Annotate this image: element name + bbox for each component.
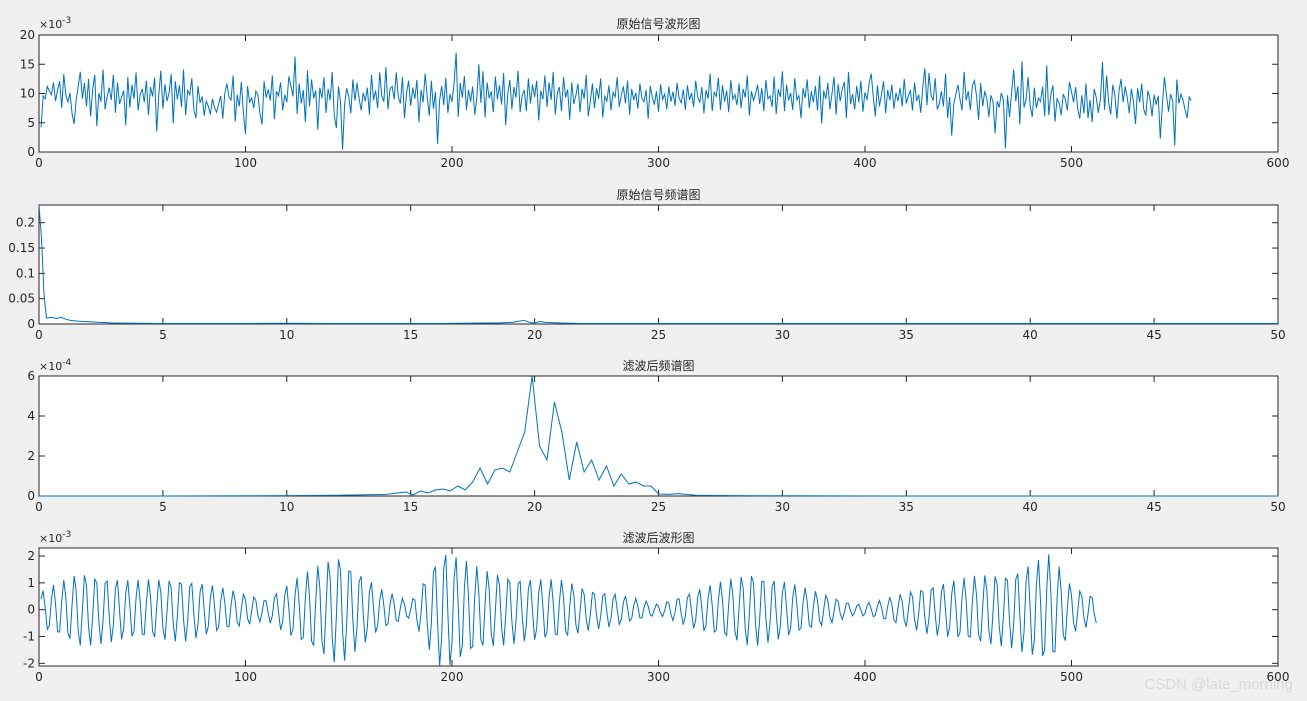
series-line (40, 554, 1097, 667)
x-tick-label: 500 (1060, 670, 1083, 684)
axis-ticks: 0 5 10 15 20 25 30 35 40 45 50 0 0.05 0.1 0.15 0.2 (8, 205, 1286, 342)
x-tick-label: 600 (1267, 156, 1290, 170)
y-tick-label: 0 (27, 145, 35, 159)
chart-title: 滤波后波形图 (622, 531, 694, 545)
y-exponent-label: ×10-3 (39, 16, 71, 31)
y-tick-label: 20 (20, 28, 35, 42)
x-tick-label: 25 (651, 328, 666, 342)
series-path (39, 375, 1278, 497)
series-line (40, 52, 1192, 150)
y-tick-label: 0.1 (16, 266, 35, 280)
x-tick-label: 400 (854, 670, 877, 684)
y-tick-label: 2 (27, 449, 35, 463)
x-tick-label: 0 (35, 156, 43, 170)
x-tick-label: 50 (1270, 500, 1285, 514)
x-tick-label: 600 (1267, 670, 1290, 684)
x-tick-label: 35 (899, 500, 914, 514)
y-tick-label: 0.2 (16, 216, 35, 230)
x-tick-label: 25 (651, 500, 666, 514)
series-path (40, 554, 1097, 667)
y-tick-label: 2 (27, 549, 35, 563)
y-tick-label: 15 (20, 57, 35, 71)
x-tick-label: 0 (35, 670, 43, 684)
y-exponent-label: ×10-3 (39, 530, 71, 545)
y-tick-label: 6 (27, 369, 35, 383)
y-tick-label: 0 (27, 489, 35, 503)
series-line (38, 204, 1278, 324)
axis-ticks: 0 5 10 15 20 25 30 35 40 45 50 0 2 4 6 (27, 369, 1285, 514)
subplot-filtered-waveform: 0 100 200 300 400 500 600 -2 -1 0 1 2 滤波后波形图 ×10-3 (23, 530, 1289, 684)
y-exponent-label: ×10-4 (39, 358, 71, 373)
subplot-original-waveform: 0 100 200 300 400 500 600 0 5 10 15 20 原始信号波形图 ×10-… (20, 16, 1290, 170)
x-tick-label: 35 (899, 328, 914, 342)
x-tick-label: 40 (1023, 328, 1038, 342)
axis-ticks: 0 100 200 300 400 500 600 0 5 10 15 20 (20, 28, 1290, 170)
subplot-filtered-spectrum: 0 5 10 15 20 25 30 35 40 45 50 0 2 4 6 滤波后频谱图 ×10-4 (27, 358, 1285, 514)
y-tick-label: 10 (20, 87, 35, 101)
y-tick-label: 1 (27, 576, 35, 590)
series-line (39, 375, 1278, 497)
y-tick-label: -2 (23, 656, 35, 670)
y-tick-label: 0.15 (8, 241, 35, 255)
chart-title: 原始信号频谱图 (616, 188, 700, 202)
x-tick-label: 0 (35, 328, 43, 342)
x-tick-label: 5 (159, 500, 167, 514)
y-tick-label: 0.05 (8, 292, 35, 306)
plot-area (38, 375, 1279, 497)
x-tick-label: 500 (1060, 156, 1083, 170)
x-tick-label: 300 (647, 670, 670, 684)
x-tick-label: 30 (775, 500, 790, 514)
axis-ticks: 0 100 200 300 400 500 600 -2 -1 0 1 2 (23, 548, 1289, 684)
y-tick-label: 0 (27, 317, 35, 331)
x-tick-label: 40 (1023, 500, 1038, 514)
x-tick-label: 100 (234, 156, 257, 170)
x-tick-label: 50 (1270, 328, 1285, 342)
y-tick-label: 4 (27, 409, 35, 423)
x-tick-label: 10 (279, 500, 294, 514)
x-tick-label: 20 (527, 500, 542, 514)
plot-area (38, 204, 1279, 325)
x-tick-label: 20 (527, 328, 542, 342)
x-tick-label: 5 (159, 328, 167, 342)
x-tick-label: 400 (854, 156, 877, 170)
series-path (40, 52, 1192, 150)
x-tick-label: 200 (441, 156, 464, 170)
y-tick-label: 5 (27, 116, 35, 130)
x-tick-label: 15 (403, 500, 418, 514)
x-tick-label: 45 (1146, 328, 1161, 342)
chart-title: 原始信号波形图 (616, 17, 700, 31)
x-tick-label: 100 (234, 670, 257, 684)
y-tick-label: -1 (23, 630, 35, 644)
x-tick-label: 10 (279, 328, 294, 342)
x-tick-label: 30 (775, 328, 790, 342)
subplot-original-spectrum: 0 5 10 15 20 25 30 35 40 45 50 0 0.05 0.1 0.15 0.2 原始信号… (8, 188, 1285, 342)
chart-title: 滤波后频谱图 (622, 359, 694, 373)
x-tick-label: 15 (403, 328, 418, 342)
y-tick-label: 0 (27, 603, 35, 617)
x-tick-label: 200 (441, 670, 464, 684)
x-tick-label: 45 (1146, 500, 1161, 514)
x-tick-label: 0 (35, 500, 43, 514)
x-tick-label: 300 (647, 156, 670, 170)
series-path (38, 204, 1278, 324)
